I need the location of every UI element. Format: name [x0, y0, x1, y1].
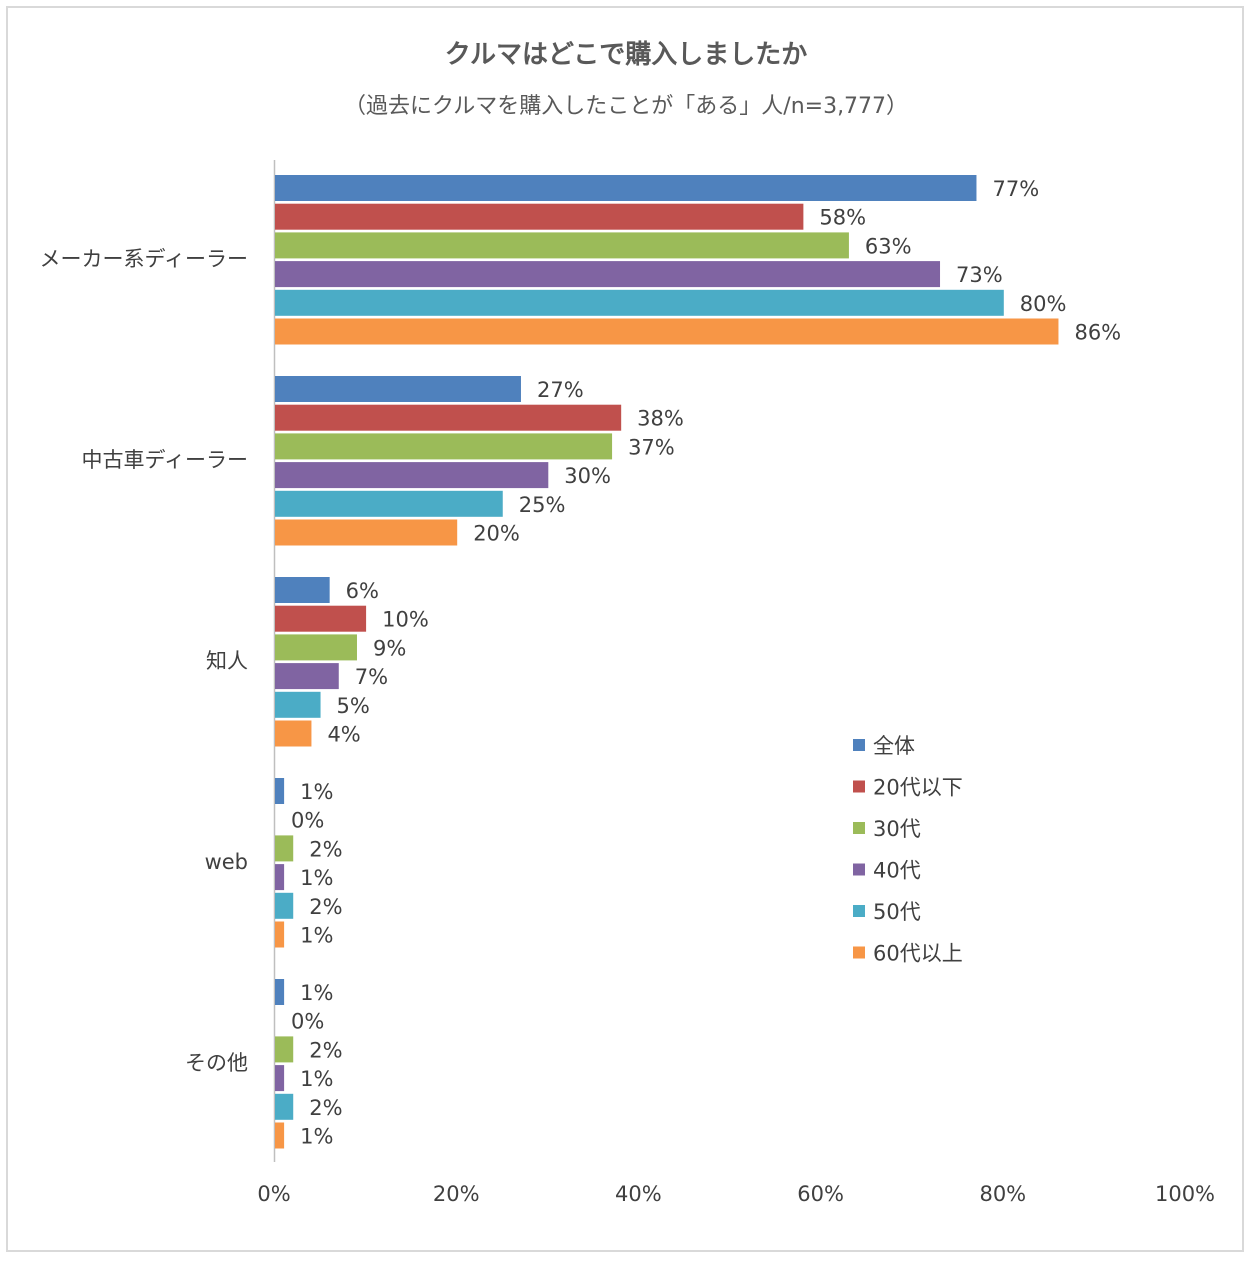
bar-2-5 — [275, 720, 312, 747]
bar-3-5 — [275, 921, 285, 948]
bar-1-3 — [275, 462, 549, 489]
data-label-2-1: 10% — [382, 608, 429, 632]
x-tick-label-2: 40% — [615, 1182, 662, 1206]
data-label-0-4: 80% — [1020, 292, 1067, 316]
bar-2-3 — [275, 663, 339, 690]
legend-swatch-1 — [853, 780, 865, 793]
bar-0-0 — [275, 175, 977, 201]
bar-2-1 — [275, 605, 367, 632]
data-label-3-3: 1% — [300, 866, 333, 890]
category-label-2: 知人 — [206, 649, 248, 673]
bar-4-4 — [275, 1093, 294, 1120]
x-tick-label-0: 0% — [257, 1182, 290, 1206]
x-tick-label-4: 80% — [979, 1182, 1026, 1206]
bar-1-5 — [275, 519, 458, 546]
legend-label-0: 全体 — [873, 734, 915, 758]
category-label-3: web — [205, 850, 248, 874]
data-label-4-5: 1% — [300, 1125, 333, 1149]
bar-4-3 — [275, 1065, 285, 1092]
category-label-1: 中古車ディーラー — [81, 448, 248, 472]
data-label-0-0: 77% — [992, 177, 1039, 201]
data-label-3-0: 1% — [300, 780, 333, 804]
x-tick-label-1: 20% — [433, 1182, 480, 1206]
bar-2-4 — [275, 691, 321, 718]
x-tick-label-5: 100% — [1155, 1182, 1215, 1206]
data-label-1-2: 37% — [628, 435, 675, 459]
data-label-3-4: 2% — [309, 895, 342, 919]
data-label-0-3: 73% — [956, 263, 1003, 287]
data-label-0-5: 86% — [1074, 321, 1121, 345]
data-label-0-1: 58% — [819, 206, 866, 230]
x-tick-label-3: 60% — [797, 1182, 844, 1206]
data-label-1-1: 38% — [637, 407, 684, 431]
data-label-1-0: 27% — [537, 378, 584, 402]
bar-3-3 — [275, 864, 285, 891]
bar-3-2 — [275, 835, 294, 862]
bar-1-0 — [275, 376, 521, 402]
data-label-2-4: 5% — [337, 694, 370, 718]
bar-4-5 — [275, 1122, 285, 1149]
data-label-2-5: 4% — [327, 723, 360, 747]
bar-1-1 — [275, 404, 622, 431]
bar-2-0 — [275, 577, 330, 603]
data-label-3-5: 1% — [300, 924, 333, 948]
legend-label-1: 20代以下 — [873, 776, 963, 800]
data-label-2-2: 9% — [373, 636, 406, 660]
chart-subtitle: （過去にクルマを購入したことが「ある」人/n=3,777） — [343, 94, 909, 119]
legend-swatch-2 — [853, 822, 865, 834]
data-label-4-4: 2% — [309, 1096, 342, 1120]
data-label-4-1: 0% — [291, 1010, 324, 1034]
bar-3-4 — [275, 892, 294, 919]
data-label-1-4: 25% — [519, 493, 566, 517]
data-label-4-2: 2% — [309, 1038, 342, 1062]
data-label-3-2: 2% — [309, 837, 342, 861]
bar-4-0 — [275, 979, 285, 1005]
bar-0-2 — [275, 232, 849, 259]
legend-swatch-0 — [853, 739, 865, 751]
bar-2-2 — [275, 634, 357, 661]
data-label-2-0: 6% — [346, 579, 379, 603]
legend-label-4: 50代 — [873, 900, 921, 924]
legend-swatch-4 — [853, 905, 865, 917]
data-label-0-2: 63% — [865, 234, 912, 258]
category-label-4: その他 — [185, 1051, 248, 1075]
bar-0-1 — [275, 203, 804, 230]
bar-1-4 — [275, 490, 503, 517]
category-label-0: メーカー系ディーラー — [39, 247, 248, 271]
bar-0-4 — [275, 289, 1004, 316]
bar-1-2 — [275, 433, 613, 460]
bar-0-5 — [275, 318, 1059, 345]
data-label-2-3: 7% — [355, 665, 388, 689]
bar-4-2 — [275, 1036, 294, 1063]
data-label-1-5: 20% — [473, 522, 520, 546]
data-label-4-3: 1% — [300, 1067, 333, 1091]
legend-swatch-5 — [853, 946, 865, 959]
data-label-4-0: 1% — [300, 981, 333, 1005]
legend-swatch-3 — [853, 863, 865, 876]
data-label-3-1: 0% — [291, 809, 324, 833]
legend-label-2: 30代 — [873, 817, 921, 841]
data-label-1-3: 30% — [564, 464, 611, 488]
bar-3-0 — [275, 778, 285, 804]
chart-title: クルマはどこで購入しましたか — [444, 40, 808, 70]
bar-0-3 — [275, 261, 941, 288]
legend-label-3: 40代 — [873, 859, 921, 883]
legend-label-5: 60代以上 — [873, 942, 963, 966]
